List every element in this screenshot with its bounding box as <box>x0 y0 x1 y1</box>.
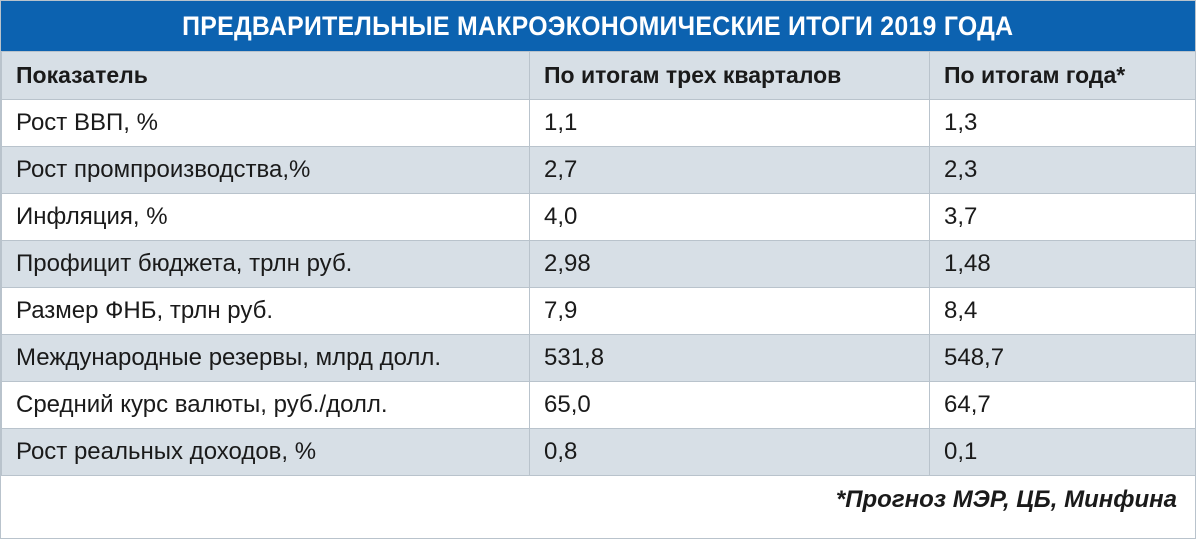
value-three-quarters: 1,1 <box>529 99 930 147</box>
table-row: Профицит бюджета, трлн руб. 2,98 1,48 <box>1 240 1196 288</box>
header-three-quarters: По итогам трех кварталов <box>529 51 930 100</box>
table-row: Размер ФНБ, трлн руб. 7,9 8,4 <box>1 287 1196 335</box>
row-label: Международные резервы, млрд долл. <box>1 334 530 382</box>
value-full-year: 3,7 <box>929 193 1196 241</box>
header-indicator: Показатель <box>1 51 530 100</box>
table-row: Рост реальных доходов, % 0,8 0,1 <box>1 428 1196 476</box>
macro-indicators-table: Показатель По итогам трех кварталов По и… <box>1 51 1196 476</box>
value-full-year: 2,3 <box>929 146 1196 194</box>
row-label: Рост промпроизводства,% <box>1 146 530 194</box>
table-row: Средний курс валюты, руб./долл. 65,0 64,… <box>1 381 1196 429</box>
table-title: ПРЕДВАРИТЕЛЬНЫЕ МАКРОЭКОНОМИЧЕСКИЕ ИТОГИ… <box>182 10 1014 41</box>
value-full-year: 548,7 <box>929 334 1196 382</box>
row-label: Рост реальных доходов, % <box>1 428 530 476</box>
row-label: Инфляция, % <box>1 193 530 241</box>
row-label: Профицит бюджета, трлн руб. <box>1 240 530 288</box>
value-three-quarters: 2,7 <box>529 146 930 194</box>
value-three-quarters: 7,9 <box>529 287 930 335</box>
value-three-quarters: 0,8 <box>529 428 930 476</box>
value-three-quarters: 65,0 <box>529 381 930 429</box>
value-full-year: 0,1 <box>929 428 1196 476</box>
value-full-year: 1,48 <box>929 240 1196 288</box>
table-row: Рост ВВП, % 1,1 1,3 <box>1 99 1196 147</box>
value-full-year: 64,7 <box>929 381 1196 429</box>
value-full-year: 8,4 <box>929 287 1196 335</box>
row-label: Рост ВВП, % <box>1 99 530 147</box>
table-row: Рост промпроизводства,% 2,7 2,3 <box>1 146 1196 194</box>
header-full-year: По итогам года* <box>929 51 1196 100</box>
value-three-quarters: 531,8 <box>529 334 930 382</box>
value-three-quarters: 2,98 <box>529 240 930 288</box>
table-title-bar: ПРЕДВАРИТЕЛЬНЫЕ МАКРОЭКОНОМИЧЕСКИЕ ИТОГИ… <box>1 1 1195 51</box>
table-row: Инфляция, % 4,0 3,7 <box>1 193 1196 241</box>
footnote-text: *Прогноз МЭР, ЦБ, Минфина <box>835 485 1177 513</box>
table-row: Международные резервы, млрд долл. 531,8 … <box>1 334 1196 382</box>
value-three-quarters: 4,0 <box>529 193 930 241</box>
value-full-year: 1,3 <box>929 99 1196 147</box>
table-header-row: Показатель По итогам трех кварталов По и… <box>1 51 1196 100</box>
row-label: Размер ФНБ, трлн руб. <box>1 287 530 335</box>
row-label: Средний курс валюты, руб./долл. <box>1 381 530 429</box>
footnote-row: *Прогноз МЭР, ЦБ, Минфина <box>1 476 1195 523</box>
